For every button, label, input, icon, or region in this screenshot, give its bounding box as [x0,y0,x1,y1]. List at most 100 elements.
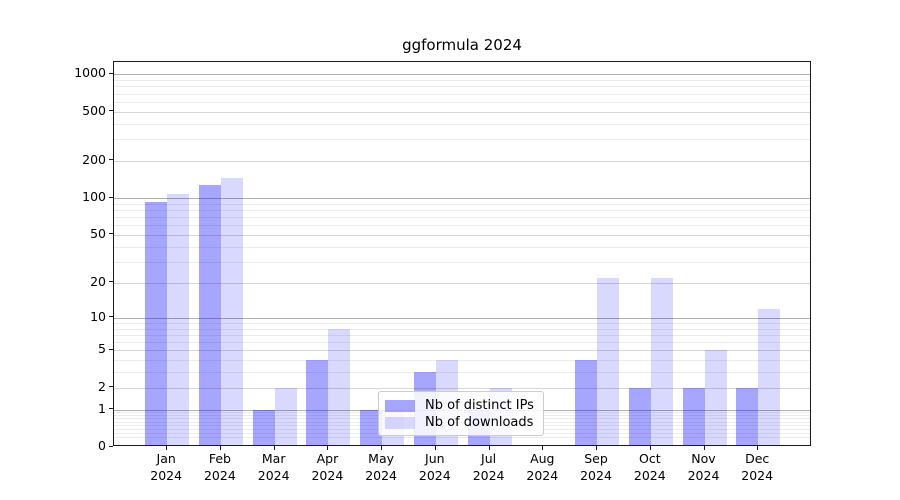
x-tick-label-3: Mar 2024 [244,451,304,484]
gridline-60 [114,225,810,227]
bar-apr-2024-distinct-ips [306,360,329,446]
x-tick-9 [596,446,597,450]
y-tick-0 [109,445,113,447]
x-tick-year: 2024 [257,467,290,483]
x-tick-month: Apr [316,451,339,466]
x-tick-year: 2024 [526,467,559,483]
gridline-8 [114,328,810,330]
bar-may-2024-distinct-ips [360,409,383,446]
bar-mar-2024-downloads [274,387,297,446]
legend-label-downloads: Nb of downloads [425,415,534,430]
gridline-70 [114,217,810,219]
x-tick-month: Jun [425,451,445,466]
x-tick-year: 2024 [203,467,236,483]
x-tick-year: 2024 [311,467,344,483]
x-tick-label-2: Feb 2024 [190,451,250,484]
x-tick-month: Dec [745,451,770,466]
x-tick-label-6: Jun 2024 [405,451,465,484]
x-tick-year: 2024 [687,467,720,483]
gridline-90 [114,203,810,205]
x-tick-3 [273,446,275,450]
x-tick-label-1: Jan 2024 [136,451,196,484]
x-tick-7 [488,446,490,450]
chart-title: ggformula 2024 [402,36,522,54]
gridline-50 [114,234,810,236]
x-tick-month: Oct [638,451,661,466]
x-tick-label-5: May 2024 [351,451,411,484]
x-tick-label-12: Dec 2024 [727,451,787,484]
y-tick-label-20: 20 [90,273,106,289]
bar-feb-2024-downloads [220,178,243,446]
gridline-800 [114,86,810,88]
x-tick-1 [166,446,168,450]
y-tick-5 [109,348,113,350]
x-tick-year: 2024 [150,467,183,483]
y-tick-2 [109,386,113,388]
x-tick-label-4: Apr 2024 [297,451,357,484]
y-tick-label-50: 50 [90,225,106,241]
y-tick-label-200: 200 [82,151,106,167]
gridline-20 [114,282,810,284]
gridline-9 [114,322,810,324]
bar-apr-2024-downloads [328,328,351,446]
y-tick-1000 [109,72,113,74]
y-tick-label-1: 1 [98,400,106,416]
gridline-4 [114,360,810,362]
legend-label-distinct-ips: Nb of distinct IPs [425,398,534,413]
x-tick-month: Sep [584,451,608,466]
y-tick-label-5: 5 [98,341,106,357]
y-tick-label-100: 100 [82,189,106,205]
y-tick-label-500: 500 [82,102,106,118]
gridline-5 [114,350,810,352]
gridline-700 [114,93,810,95]
plot-area [113,61,811,446]
gridline-80 [114,210,810,211]
bar-jan-2024-downloads [167,194,190,446]
gridline-400 [114,123,810,125]
x-tick-label-10: Oct 2024 [620,451,680,484]
x-tick-5 [381,446,383,450]
gridline-10 [114,317,810,319]
legend-swatch-downloads [385,416,415,429]
x-tick-year: 2024 [633,467,666,483]
x-tick-year: 2024 [741,467,774,483]
gridline-30 [114,261,810,263]
x-tick-year: 2024 [580,467,612,483]
y-tick-10 [109,316,113,318]
gridline-6 [114,342,810,343]
gridline-0.2 [114,437,810,439]
x-tick-8 [542,446,544,450]
x-tick-10 [649,446,651,450]
y-tick-label-1000: 1000 [74,65,106,81]
x-tick-label-7: Jul 2024 [459,451,519,484]
bar-sep-2024-distinct-ips [575,360,597,446]
bar-nov-2024-distinct-ips [682,387,705,446]
x-tick-label-9: Sep 2024 [566,451,626,484]
x-tick-month: Jan [156,451,176,466]
bar-oct-2024-downloads [650,277,673,446]
x-tick-month: Aug [530,451,555,466]
bar-dec-2024-downloads [758,308,781,446]
legend: Nb of distinct IPs Nb of downloads [378,391,544,436]
bar-jan-2024-distinct-ips [145,201,168,446]
legend-row: Nb of downloads [385,414,537,431]
bar-nov-2024-downloads [704,350,727,446]
bar-dec-2024-distinct-ips [736,387,759,446]
bar-feb-2024-distinct-ips [198,185,221,446]
y-tick-20 [109,281,113,283]
x-tick-4 [327,446,329,450]
gridline-900 [114,80,810,81]
gridline-40 [114,246,810,248]
x-tick-6 [434,446,436,450]
x-tick-year: 2024 [365,467,397,483]
gridline-3 [114,372,810,374]
gridline-600 [114,101,810,103]
bar-mar-2024-distinct-ips [252,409,275,446]
x-tick-month: Mar [261,451,286,466]
bar-oct-2024-distinct-ips [628,387,651,446]
x-tick-month: May [368,451,395,466]
bar-sep-2024-downloads [597,277,619,446]
gridline-200 [114,160,810,162]
x-tick-month: Feb [208,451,231,466]
